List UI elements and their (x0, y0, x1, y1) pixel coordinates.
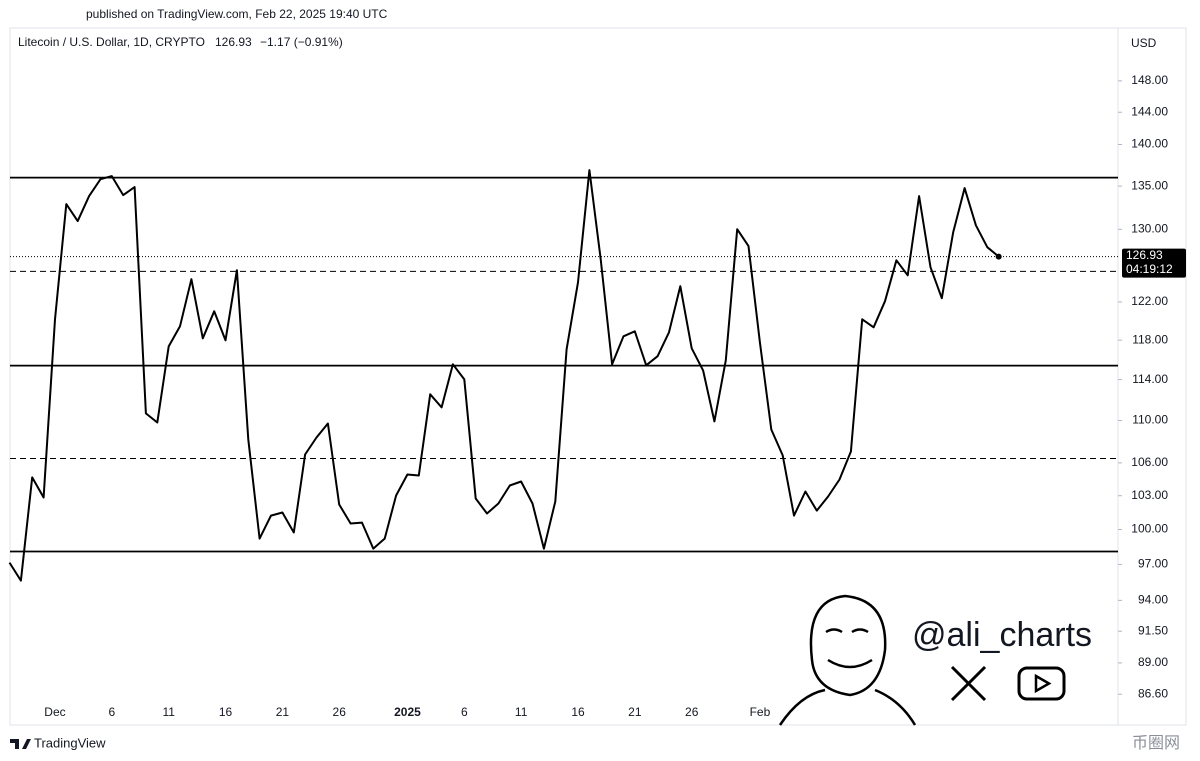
y-tick-label: 91.50 (1138, 623, 1168, 637)
x-tick-label: 11 (162, 705, 175, 719)
price-line (8, 169, 1000, 582)
y-tick-label: 100.00 (1131, 522, 1168, 536)
y-tick-label: 86.60 (1138, 686, 1168, 700)
y-tick-label: 114.00 (1132, 372, 1168, 386)
x-tick-label: 26 (333, 705, 347, 719)
watermark: 币圈网 (1132, 734, 1180, 752)
x-tick-label: 16 (571, 705, 585, 719)
x-tick-label: 6 (461, 705, 468, 719)
x-tick-label: 26 (685, 705, 699, 719)
y-tick-label: 94.00 (1138, 593, 1168, 607)
y-tick-label: 148.00 (1131, 73, 1168, 87)
symbol-title: Litecoin / U.S. Dollar, 1D, CRYPTO (18, 35, 205, 49)
header-price: 126.93 (215, 35, 252, 49)
youtube-icon (1017, 666, 1066, 701)
header-change: −1.17 (−0.91%) (260, 35, 343, 49)
y-tick-label: 135.00 (1131, 178, 1168, 192)
y-tick-label: 89.00 (1138, 655, 1168, 669)
published-note: published on TradingView.com, Feb 22, 20… (86, 7, 388, 21)
y-tick-label: 122.00 (1131, 294, 1168, 308)
brand: TradingView (34, 735, 106, 750)
avatar-sketch (778, 594, 917, 726)
price-tag (1122, 248, 1186, 278)
price-tag-label: 126.93 (1126, 248, 1163, 262)
x-tick-label: 16 (219, 705, 233, 719)
y-tick-label: 130.00 (1131, 221, 1168, 235)
x-tick-label: 21 (628, 705, 642, 719)
y-tick-label: 110.00 (1132, 413, 1168, 427)
currency: USD (1131, 36, 1157, 50)
y-tick-label: 97.00 (1138, 557, 1168, 571)
x-tick-label: Feb (750, 705, 771, 719)
y-tick-label: 144.00 (1131, 104, 1168, 118)
chart-frame (9, 27, 1187, 726)
countdown-label: 04:19:12 (1126, 262, 1173, 276)
x-tick-label: 2025 (394, 705, 421, 719)
x-tick-label: 21 (276, 705, 290, 719)
x-tick-label: 6 (108, 705, 115, 719)
x-icon (950, 665, 987, 702)
y-tick-label: 103.00 (1131, 488, 1168, 502)
tradingview-logo (10, 739, 31, 749)
y-tick-label: 140.00 (1131, 137, 1168, 151)
x-tick-label: 11 (515, 705, 528, 719)
x-tick-label: Dec (44, 705, 65, 719)
last-price-dot (995, 253, 1002, 260)
y-tick-label: 118.00 (1132, 332, 1168, 346)
handle: @ali_charts (912, 616, 1092, 654)
y-tick-label: 106.00 (1131, 455, 1168, 469)
